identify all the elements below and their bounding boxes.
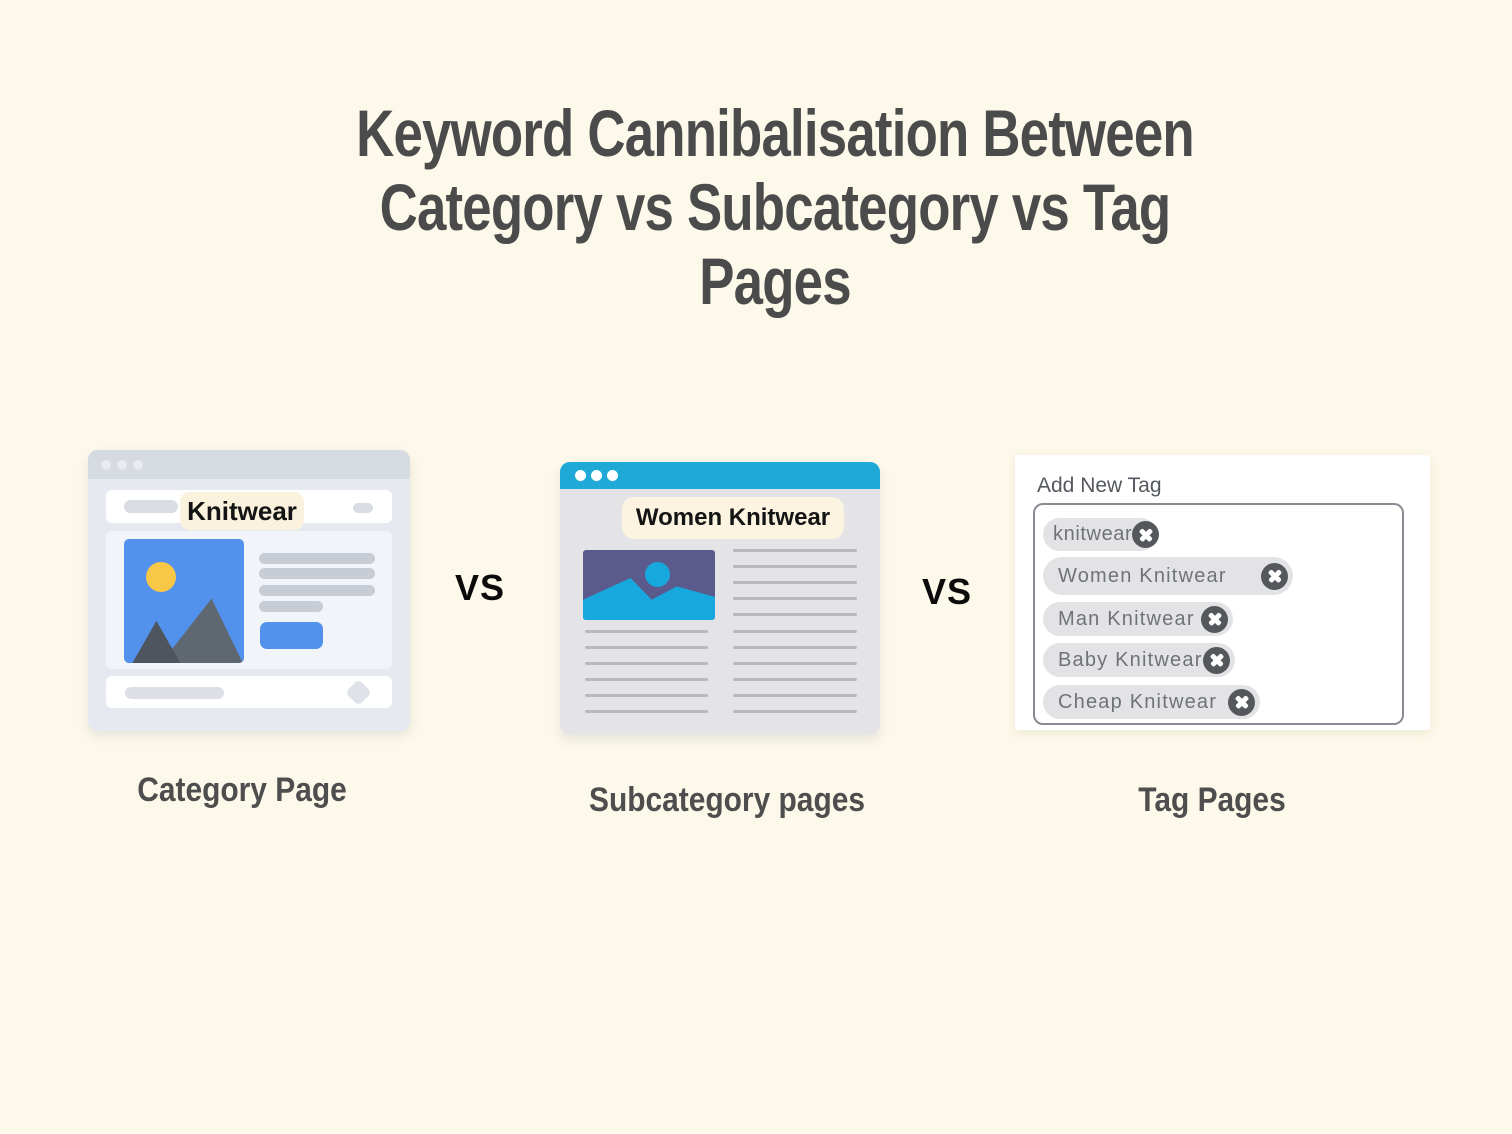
window-dot-icon [575, 470, 586, 481]
tag-label: knitwear [1053, 523, 1133, 545]
text-line-placeholder [585, 694, 708, 697]
browser-title-bar [560, 462, 880, 489]
tag-label: Baby Knitwear [1058, 648, 1203, 671]
tag-pill: Women Knitwear [1043, 557, 1293, 595]
menu-placeholder [353, 503, 373, 513]
text-line-placeholder [733, 710, 857, 713]
text-line-placeholder [733, 581, 857, 584]
text-line-placeholder [585, 678, 708, 681]
text-line-placeholder [733, 694, 857, 697]
tag-pill: Baby Knitwear [1043, 643, 1235, 677]
mountain-icon [161, 598, 243, 663]
text-line-placeholder [259, 601, 323, 612]
footer-text-placeholder [125, 687, 224, 699]
tag-label: Women Knitwear [1058, 564, 1227, 587]
tag-pill: knitwear [1043, 518, 1160, 551]
window-dot-icon [133, 459, 143, 470]
page-footer-strip [106, 676, 392, 708]
text-line-placeholder [733, 613, 857, 616]
tag-label: Cheap Knitwear [1058, 690, 1218, 713]
text-line-placeholder [259, 553, 375, 564]
text-line-placeholder [585, 646, 708, 649]
image-placeholder-icon [124, 539, 244, 663]
vs-separator: VS [454, 567, 506, 608]
text-line-placeholder [733, 662, 857, 665]
page-title: Keyword Cannibalisation Between Category… [251, 96, 1298, 318]
window-dot-icon [607, 470, 618, 481]
cta-button-placeholder [260, 622, 323, 649]
tag-caption: Tag Pages [1138, 781, 1286, 819]
text-line-placeholder [733, 678, 857, 681]
category-page-label: Knitwear [180, 492, 304, 530]
close-icon[interactable] [1132, 521, 1160, 548]
footer-diamond-icon [345, 679, 372, 706]
title-line-2: Category vs Subcategory vs Tag [379, 170, 1172, 244]
close-icon[interactable] [1228, 688, 1255, 716]
text-line-placeholder [585, 710, 708, 713]
tag-pill: Man Knitwear [1043, 602, 1233, 636]
title-line-1: Keyword Cannibalisation Between [356, 96, 1195, 170]
text-line-placeholder [259, 585, 375, 596]
title-line-3: Pages [699, 244, 851, 318]
window-dot-icon [101, 459, 111, 470]
text-line-placeholder [733, 630, 857, 633]
window-dot-icon [117, 459, 127, 470]
subcategory-page-label: Women Knitwear [622, 497, 844, 539]
text-line-placeholder [733, 549, 857, 552]
text-line-placeholder [259, 568, 375, 579]
subcategory-caption: Subcategory pages [588, 781, 866, 819]
tag-pill: Cheap Knitwear [1043, 685, 1260, 719]
close-icon[interactable] [1201, 605, 1228, 633]
tag-input-box[interactable]: knitwear Women Knitwear Man Knitwear Bab… [1033, 503, 1404, 725]
close-icon[interactable] [1203, 646, 1230, 674]
mountain-icon [583, 578, 715, 620]
tag-card: Add New Tag knitwear Women Knitwear Man … [1015, 455, 1430, 730]
nav-placeholder [124, 500, 178, 513]
vs-separator: VS [921, 571, 973, 612]
add-new-tag-label: Add New Tag [1037, 474, 1162, 497]
browser-title-bar [88, 450, 410, 479]
sun-icon [146, 562, 176, 592]
window-dot-icon [591, 470, 602, 481]
category-caption: Category Page [137, 771, 347, 809]
close-icon[interactable] [1261, 562, 1288, 590]
image-placeholder-icon [583, 550, 715, 620]
category-browser-mockup: Knitwear [88, 450, 410, 731]
text-line-placeholder [733, 646, 857, 649]
text-line-placeholder [733, 597, 857, 600]
text-line-placeholder [585, 630, 708, 633]
tag-label: Man Knitwear [1058, 607, 1195, 630]
subcategory-browser-mockup: Women Knitwear [560, 462, 880, 735]
text-line-placeholder [585, 662, 708, 665]
sun-icon [645, 562, 670, 587]
text-line-placeholder [733, 565, 857, 568]
